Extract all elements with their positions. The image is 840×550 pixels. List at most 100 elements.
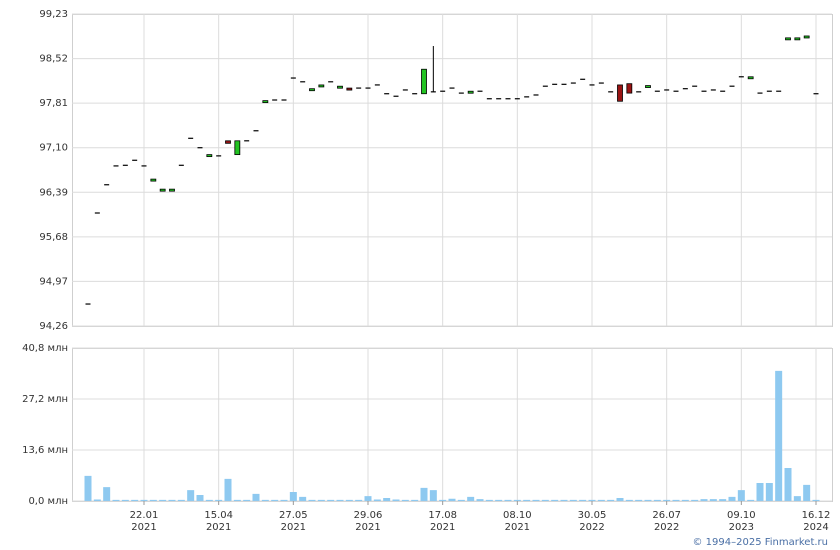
volume-bar xyxy=(616,498,624,501)
y-tick-label: 13,6 млн xyxy=(22,445,68,456)
volume-bar xyxy=(205,499,213,501)
y-tick-label: 94,97 xyxy=(39,276,68,287)
volume-bar xyxy=(756,483,764,501)
volume-bar xyxy=(663,499,671,501)
volume-bar xyxy=(364,496,372,501)
y-tick-label: 95,68 xyxy=(39,232,68,243)
candle-body xyxy=(467,90,474,94)
x-tick-label: 09.10 xyxy=(727,510,756,521)
x-tick-label: 29.06 xyxy=(354,510,383,521)
x-tick-label: 30.05 xyxy=(578,510,607,521)
candle-body xyxy=(318,84,325,88)
candle-body xyxy=(346,87,353,91)
volume-bar xyxy=(504,499,512,501)
candle-body xyxy=(150,178,157,182)
x-tick-label: 2022 xyxy=(579,522,604,533)
volume-bar xyxy=(84,475,92,501)
volume-bar xyxy=(644,499,652,501)
x-tick-label: 08.10 xyxy=(503,510,532,521)
candle-body xyxy=(309,88,315,92)
volume-bar xyxy=(271,499,279,501)
volume-bar xyxy=(579,499,587,501)
volume-bar xyxy=(737,490,745,501)
volume-bar xyxy=(485,499,493,501)
y-tick-label: 0,0 млн xyxy=(28,496,68,507)
volume-bar xyxy=(289,492,297,501)
volume-bar xyxy=(103,487,111,501)
candle-body xyxy=(421,68,427,95)
y-tick-label: 97,10 xyxy=(39,143,68,154)
volume-bar xyxy=(457,499,465,501)
volume-bar xyxy=(803,484,811,501)
volume-bar xyxy=(140,499,148,501)
volume-bar xyxy=(513,499,521,501)
volume-bar xyxy=(429,490,437,501)
volume-bar xyxy=(317,499,325,501)
volume-bar xyxy=(252,493,260,501)
volume-bar xyxy=(448,498,456,501)
volume-bar xyxy=(625,499,633,501)
volume-bar xyxy=(700,499,708,501)
volume-bar xyxy=(112,499,120,501)
x-tick-label: 26.07 xyxy=(652,510,681,521)
volume-bar xyxy=(653,499,661,501)
x-tick-label: 22.01 xyxy=(130,510,159,521)
volume-bar xyxy=(607,499,615,501)
volume-bar xyxy=(569,499,577,501)
volume-bar xyxy=(233,499,241,501)
x-tick-label: 2021 xyxy=(505,522,530,533)
volume-bar xyxy=(560,499,568,501)
volume-bar xyxy=(812,499,820,501)
volume-bar xyxy=(93,499,101,501)
y-tick-label: 27,2 млн xyxy=(22,394,68,405)
x-tick-label: 2023 xyxy=(729,522,754,533)
volume-bar xyxy=(327,499,335,501)
candle-body xyxy=(234,140,241,156)
x-tick-label: 16.12 xyxy=(802,510,831,521)
volume-bar xyxy=(728,496,736,501)
volume-bar xyxy=(336,499,344,501)
x-tick-label: 2021 xyxy=(131,522,156,533)
volume-bar xyxy=(719,499,727,501)
volume-bar xyxy=(131,499,139,501)
y-tick-label: 99,23 xyxy=(39,9,68,20)
volume-bar xyxy=(187,490,195,501)
y-tick-label: 40,8 млн xyxy=(22,343,68,354)
volume-bar xyxy=(401,499,409,501)
credit: © 1994–2025 Finmarket.ru xyxy=(692,537,828,548)
y-tick-label: 98,52 xyxy=(39,54,68,65)
volume-bar xyxy=(532,499,540,501)
candle-body xyxy=(747,76,754,80)
volume-bar xyxy=(691,499,699,501)
candle-body xyxy=(785,37,791,41)
volume-bar xyxy=(551,499,559,501)
candle-body xyxy=(803,35,810,39)
volume-bar xyxy=(280,499,288,501)
y-tick-label: 96,39 xyxy=(39,187,68,198)
candle-body xyxy=(645,85,651,88)
volume-bar xyxy=(672,499,680,501)
x-tick-label: 17.08 xyxy=(428,510,457,521)
price-frame xyxy=(72,14,833,327)
volume-bar xyxy=(383,498,391,501)
candle-body xyxy=(262,100,269,104)
candle-body xyxy=(169,188,175,192)
candle-body xyxy=(626,83,633,94)
volume-bar xyxy=(196,495,204,501)
y-tick-label: 94,26 xyxy=(39,321,68,332)
volume-bar xyxy=(177,499,185,501)
volume-bar xyxy=(392,499,400,501)
volume-bar xyxy=(476,499,484,501)
x-tick-label: 2024 xyxy=(803,522,828,533)
candle-body xyxy=(206,154,213,158)
volume-bar xyxy=(159,499,167,501)
volume-bar xyxy=(709,499,717,501)
x-tick-label: 27.05 xyxy=(279,510,308,521)
volume-bar xyxy=(523,499,531,501)
volume-bar xyxy=(439,499,447,501)
volume-bar xyxy=(495,499,503,501)
candle-body xyxy=(794,37,801,41)
volume-bar xyxy=(149,499,157,501)
volume-bar xyxy=(467,496,475,501)
x-tick-label: 2022 xyxy=(654,522,679,533)
